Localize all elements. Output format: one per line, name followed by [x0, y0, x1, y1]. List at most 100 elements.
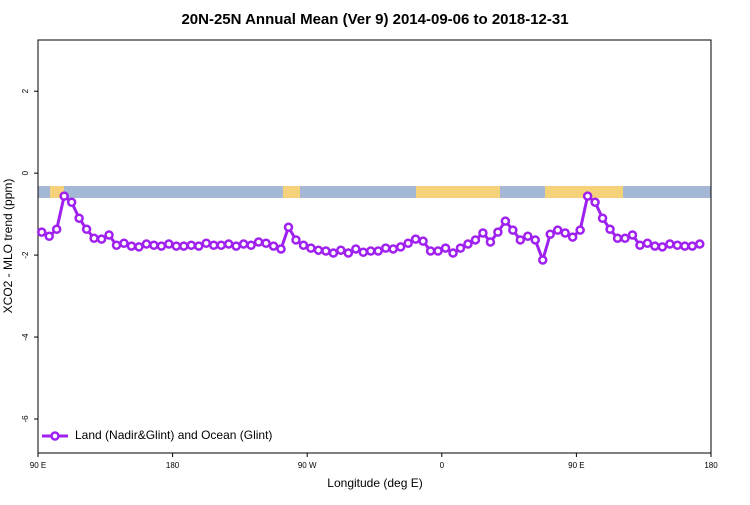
data-point [680, 241, 690, 251]
data-point [470, 235, 481, 245]
data-point [253, 237, 264, 247]
data-point [179, 241, 189, 251]
data-point [530, 235, 541, 245]
data-point [395, 242, 406, 252]
data-point [380, 243, 391, 253]
data-point [642, 238, 653, 248]
data-point [605, 224, 615, 235]
data-point [418, 236, 428, 246]
data-point [111, 240, 122, 251]
x-tick-label: 0 [440, 461, 445, 470]
x-tick-label: 90 W [298, 461, 317, 470]
x-tick-label: 90 E [30, 461, 46, 470]
data-point [695, 239, 705, 249]
data-point [171, 241, 182, 251]
data-point [104, 230, 114, 240]
data-point [545, 229, 555, 239]
data-point [612, 233, 623, 244]
data-point [194, 241, 204, 251]
data-point [66, 197, 77, 207]
legend-label: Land (Nadir&Glint) and Ocean (Glint) [75, 428, 272, 442]
y-tick-label: 2 [21, 88, 30, 93]
data-point [164, 239, 174, 249]
data-point [81, 224, 92, 235]
data-point [657, 242, 668, 252]
data-point [141, 239, 152, 249]
x-axis-label: Longitude (deg E) [327, 476, 422, 490]
data-point [485, 237, 496, 247]
plot-frame [37, 39, 712, 454]
data-point [74, 213, 84, 223]
data-point [89, 233, 99, 244]
data-point [291, 235, 301, 245]
data-point [328, 248, 339, 258]
data-point [51, 224, 62, 235]
y-tick-label: -2 [21, 251, 30, 259]
legend-marker [50, 431, 60, 441]
data-point [552, 225, 563, 235]
data-point [321, 246, 331, 256]
data-point [351, 244, 361, 254]
data-point [313, 245, 324, 255]
data-point [156, 241, 167, 251]
data-point [463, 239, 473, 249]
data-point [306, 243, 316, 253]
data-point [433, 246, 443, 256]
data-point [500, 216, 511, 226]
data-point [448, 248, 458, 258]
data-point [515, 235, 526, 245]
data-point [246, 240, 256, 251]
land-ocean-strip [38, 186, 711, 198]
data-point [493, 227, 503, 237]
data-point [261, 238, 271, 248]
data-point [582, 191, 593, 201]
data-point [96, 234, 107, 244]
y-tick-label: 0 [21, 170, 30, 175]
data-point [538, 255, 548, 265]
data-point [373, 246, 383, 256]
data-point [455, 243, 466, 253]
data-point [440, 243, 451, 253]
data-point [508, 225, 518, 235]
x-tick-label: 180 [166, 461, 180, 470]
data-point [620, 233, 630, 244]
data-point [36, 227, 47, 237]
data-point [186, 240, 197, 251]
data-point [231, 241, 241, 251]
data-point [44, 231, 54, 242]
data-point [223, 239, 234, 249]
data-point [523, 231, 533, 242]
data-point [410, 234, 421, 244]
data-point [268, 241, 279, 251]
data-point [425, 246, 436, 256]
data-point [627, 230, 638, 240]
data-point [672, 240, 683, 251]
data-point [276, 244, 286, 254]
data-point [149, 240, 159, 251]
data-point [597, 213, 608, 223]
data-point [59, 191, 69, 201]
data-point [560, 228, 570, 238]
data-point [567, 232, 578, 242]
data-point [687, 241, 698, 251]
x-tick-label: 180 [704, 461, 718, 470]
data-point [358, 247, 369, 257]
chart-title: 20N-25N Annual Mean (Ver 9) 2014-09-06 t… [181, 11, 568, 28]
data-point [126, 241, 137, 251]
data-point [403, 238, 413, 248]
data-point [283, 222, 294, 232]
data-point [388, 244, 398, 254]
y-axis-label: XCO2 - MLO trend (ppm) [1, 179, 15, 314]
y-tick-label: -4 [21, 333, 30, 341]
data-point [208, 240, 219, 251]
data-point [201, 238, 211, 248]
data-point [478, 228, 488, 238]
data-point [336, 245, 346, 255]
data-point [134, 242, 144, 252]
y-tick-label: -6 [21, 415, 30, 423]
data-point [119, 238, 129, 248]
data-point [216, 240, 226, 251]
data-point [650, 241, 660, 251]
